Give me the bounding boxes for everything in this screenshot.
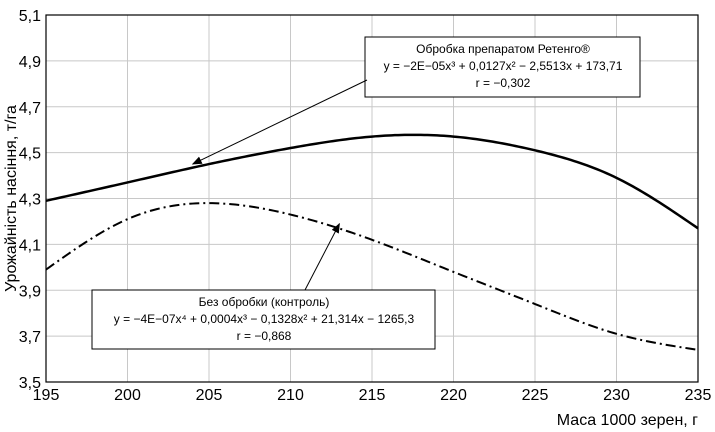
x-axis-title: Маса 1000 зерен, г bbox=[557, 412, 698, 429]
y-tick-label: 4,9 bbox=[19, 54, 41, 71]
series bbox=[45, 133, 699, 351]
x-tick-label: 210 bbox=[277, 387, 304, 404]
annotation-arrow bbox=[191, 79, 368, 165]
annotation-line: r = −0,868 bbox=[237, 329, 292, 343]
series-line-0 bbox=[45, 133, 699, 230]
annotation-line: r = −0,302 bbox=[476, 76, 531, 90]
series-line-1 bbox=[45, 202, 699, 351]
annotation-box-0: Обробка препаратом Ретенго® y = −2E−05x³ … bbox=[191, 36, 641, 165]
annotation-arrow bbox=[304, 222, 340, 291]
x-tick-label: 215 bbox=[359, 387, 386, 404]
y-tick-label: 3,5 bbox=[19, 375, 41, 392]
y-tick-label: 4,7 bbox=[19, 100, 41, 117]
annotation-line: y = −4E−07x⁴ + 0,0004x³ − 0,1328x² + 21,… bbox=[114, 312, 415, 326]
annotation-frame bbox=[91, 289, 436, 350]
x-tick-label: 225 bbox=[522, 387, 549, 404]
y-tick-label: 3,9 bbox=[19, 283, 41, 300]
annotation-line: y = −2E−05x³ + 0,0127x² − 2,5513x + 173,… bbox=[384, 59, 623, 73]
annotations: Обробка препаратом Ретенго® y = −2E−05x³ … bbox=[91, 36, 641, 350]
annotation-box-1: Без обробки (контроль) y = −4E−07x⁴ + 0,0… bbox=[91, 222, 436, 350]
x-tick-label: 235 bbox=[685, 387, 712, 404]
x-tick-label: 205 bbox=[196, 387, 223, 404]
y-axis-title: Урожайність насіння, т/га bbox=[3, 105, 20, 292]
y-tick-label: 3,7 bbox=[19, 329, 41, 346]
annotation-line: Обробка препаратом Ретенго® bbox=[416, 42, 590, 56]
y-tick-label: 4,1 bbox=[19, 237, 41, 254]
x-tick-label: 200 bbox=[114, 387, 141, 404]
annotation-frame bbox=[364, 36, 641, 98]
y-tick-label: 5,1 bbox=[19, 8, 41, 25]
y-tick-label: 4,5 bbox=[19, 146, 41, 163]
plot-frame bbox=[45, 14, 699, 383]
tick-labels: 195 200 205 210 215 220 225 230 235 3,5 3,7 3,9 4,1 4… bbox=[19, 8, 712, 404]
x-tick-label: 220 bbox=[440, 387, 467, 404]
x-tick-label: 195 bbox=[33, 387, 60, 404]
y-tick-label: 4,3 bbox=[19, 192, 41, 209]
x-tick-label: 230 bbox=[603, 387, 630, 404]
annotation-line: Без обробки (контроль) bbox=[199, 295, 330, 309]
